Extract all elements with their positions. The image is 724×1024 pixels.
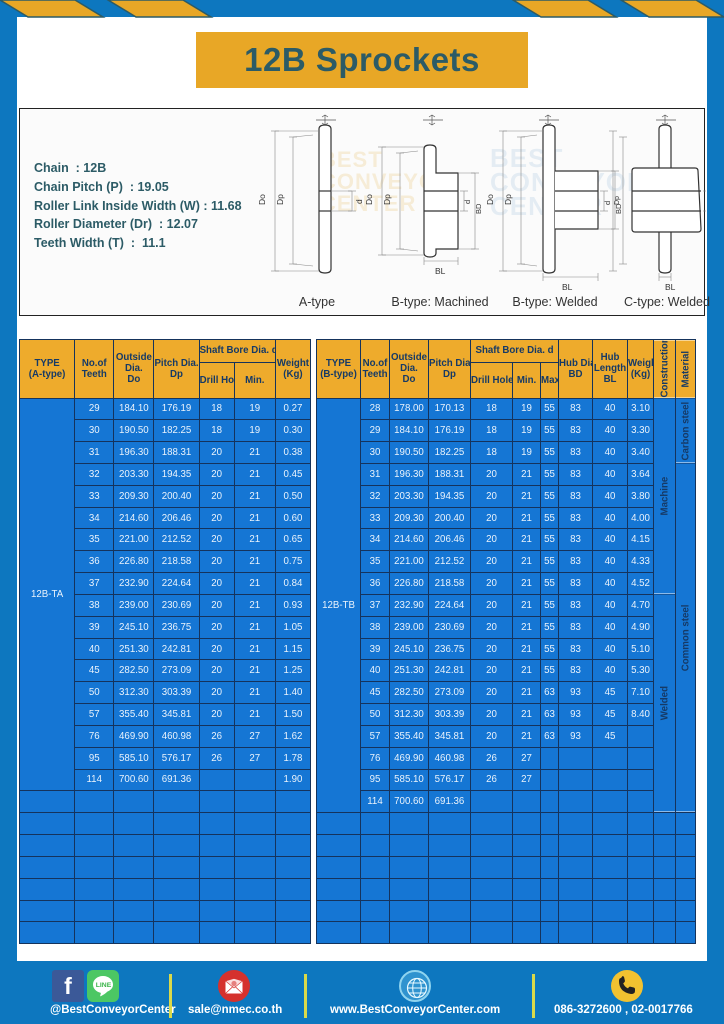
svg-text:BL: BL: [562, 282, 573, 292]
svg-text:Dp: Dp: [382, 194, 392, 205]
svg-text:LINE: LINE: [96, 982, 112, 989]
svg-text:f: f: [64, 973, 72, 999]
svg-text:Dp: Dp: [503, 194, 513, 205]
svg-text:BD: BD: [474, 203, 483, 214]
svg-text:BL: BL: [665, 282, 676, 292]
svg-text:d: d: [354, 199, 364, 204]
svg-text:Do: Do: [257, 194, 267, 205]
svg-text:Do: Do: [364, 194, 374, 205]
svg-text:d: d: [603, 201, 612, 205]
svg-text:Dp: Dp: [614, 196, 621, 205]
svg-text:Dp: Dp: [275, 194, 285, 205]
svg-text:d: d: [463, 200, 472, 204]
svg-text:Do: Do: [485, 194, 495, 205]
svg-text:BL: BL: [435, 266, 446, 276]
